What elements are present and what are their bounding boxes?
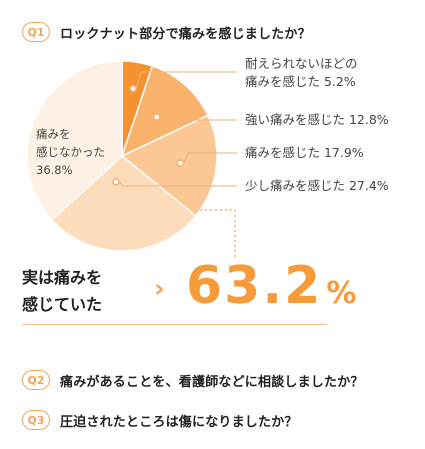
slice-label-4-line-0: 痛みを [36, 127, 71, 141]
leader-dot-2 [176, 159, 185, 167]
leader-line-1 [159, 116, 237, 121]
question-3-badge: Q3 [22, 410, 50, 430]
result-caption-line2: 感じていた [22, 295, 103, 314]
question-2-text: 痛みがあることを、看護師などに相談しましたか？ [60, 374, 364, 390]
leader-line-0 [135, 71, 237, 89]
slice-label-0-line-0: 耐えられないほどの [245, 56, 358, 71]
pie-slice-3 [50, 155, 197, 252]
result-summary: 実は痛みを 感じていた › 63.2% [22, 254, 356, 325]
slice-label-4-line-1: 感じなかった [36, 145, 105, 159]
pie-slice-4 [26, 60, 123, 222]
slice-label-3-line-0: 少し痛みを感じた 27.4% [245, 178, 389, 193]
slice-label-4-line-2: 36.8% [36, 163, 73, 177]
result-caption-line1: 実は痛みを [22, 268, 103, 287]
question-1-badge: Q1 [22, 22, 50, 42]
question-1: Q1 ロックナット部分で痛みを感じましたか？ [22, 22, 311, 42]
leader-dot-1 [153, 113, 161, 121]
question-3[interactable]: Q3 圧迫されたところは傷になりましたか？ [22, 410, 298, 430]
leader-line-3 [118, 181, 237, 187]
question-2-badge: Q2 [22, 370, 50, 390]
question-2[interactable]: Q2 痛みがあることを、看護師などに相談しましたか？ [22, 370, 364, 390]
question-3-text: 圧迫されたところは傷になりましたか？ [60, 414, 298, 430]
slice-label-1-line-0: 強い痛みを感じた 12.8% [245, 112, 389, 127]
pie-slice-1 [120, 65, 209, 158]
leader-dot-0 [129, 84, 137, 93]
slice-label-0-line-1: 痛みを感じた 5.2% [245, 74, 356, 89]
leader-line-2 [183, 152, 237, 164]
slice-label-2-line-0: 痛みを感じた 17.9% [245, 145, 364, 160]
leader-dot-3 [112, 178, 120, 186]
result-caption: 実は痛みを 感じていた [22, 264, 102, 318]
result-value: 63.2 [186, 256, 323, 316]
chevron-right-icon: › [154, 274, 165, 304]
result-percentage: 63.2% [186, 256, 358, 316]
dotted-connector [200, 209, 236, 260]
question-1-text: ロックナット部分で痛みを感じましたか？ [60, 26, 311, 42]
result-unit: % [326, 276, 359, 311]
